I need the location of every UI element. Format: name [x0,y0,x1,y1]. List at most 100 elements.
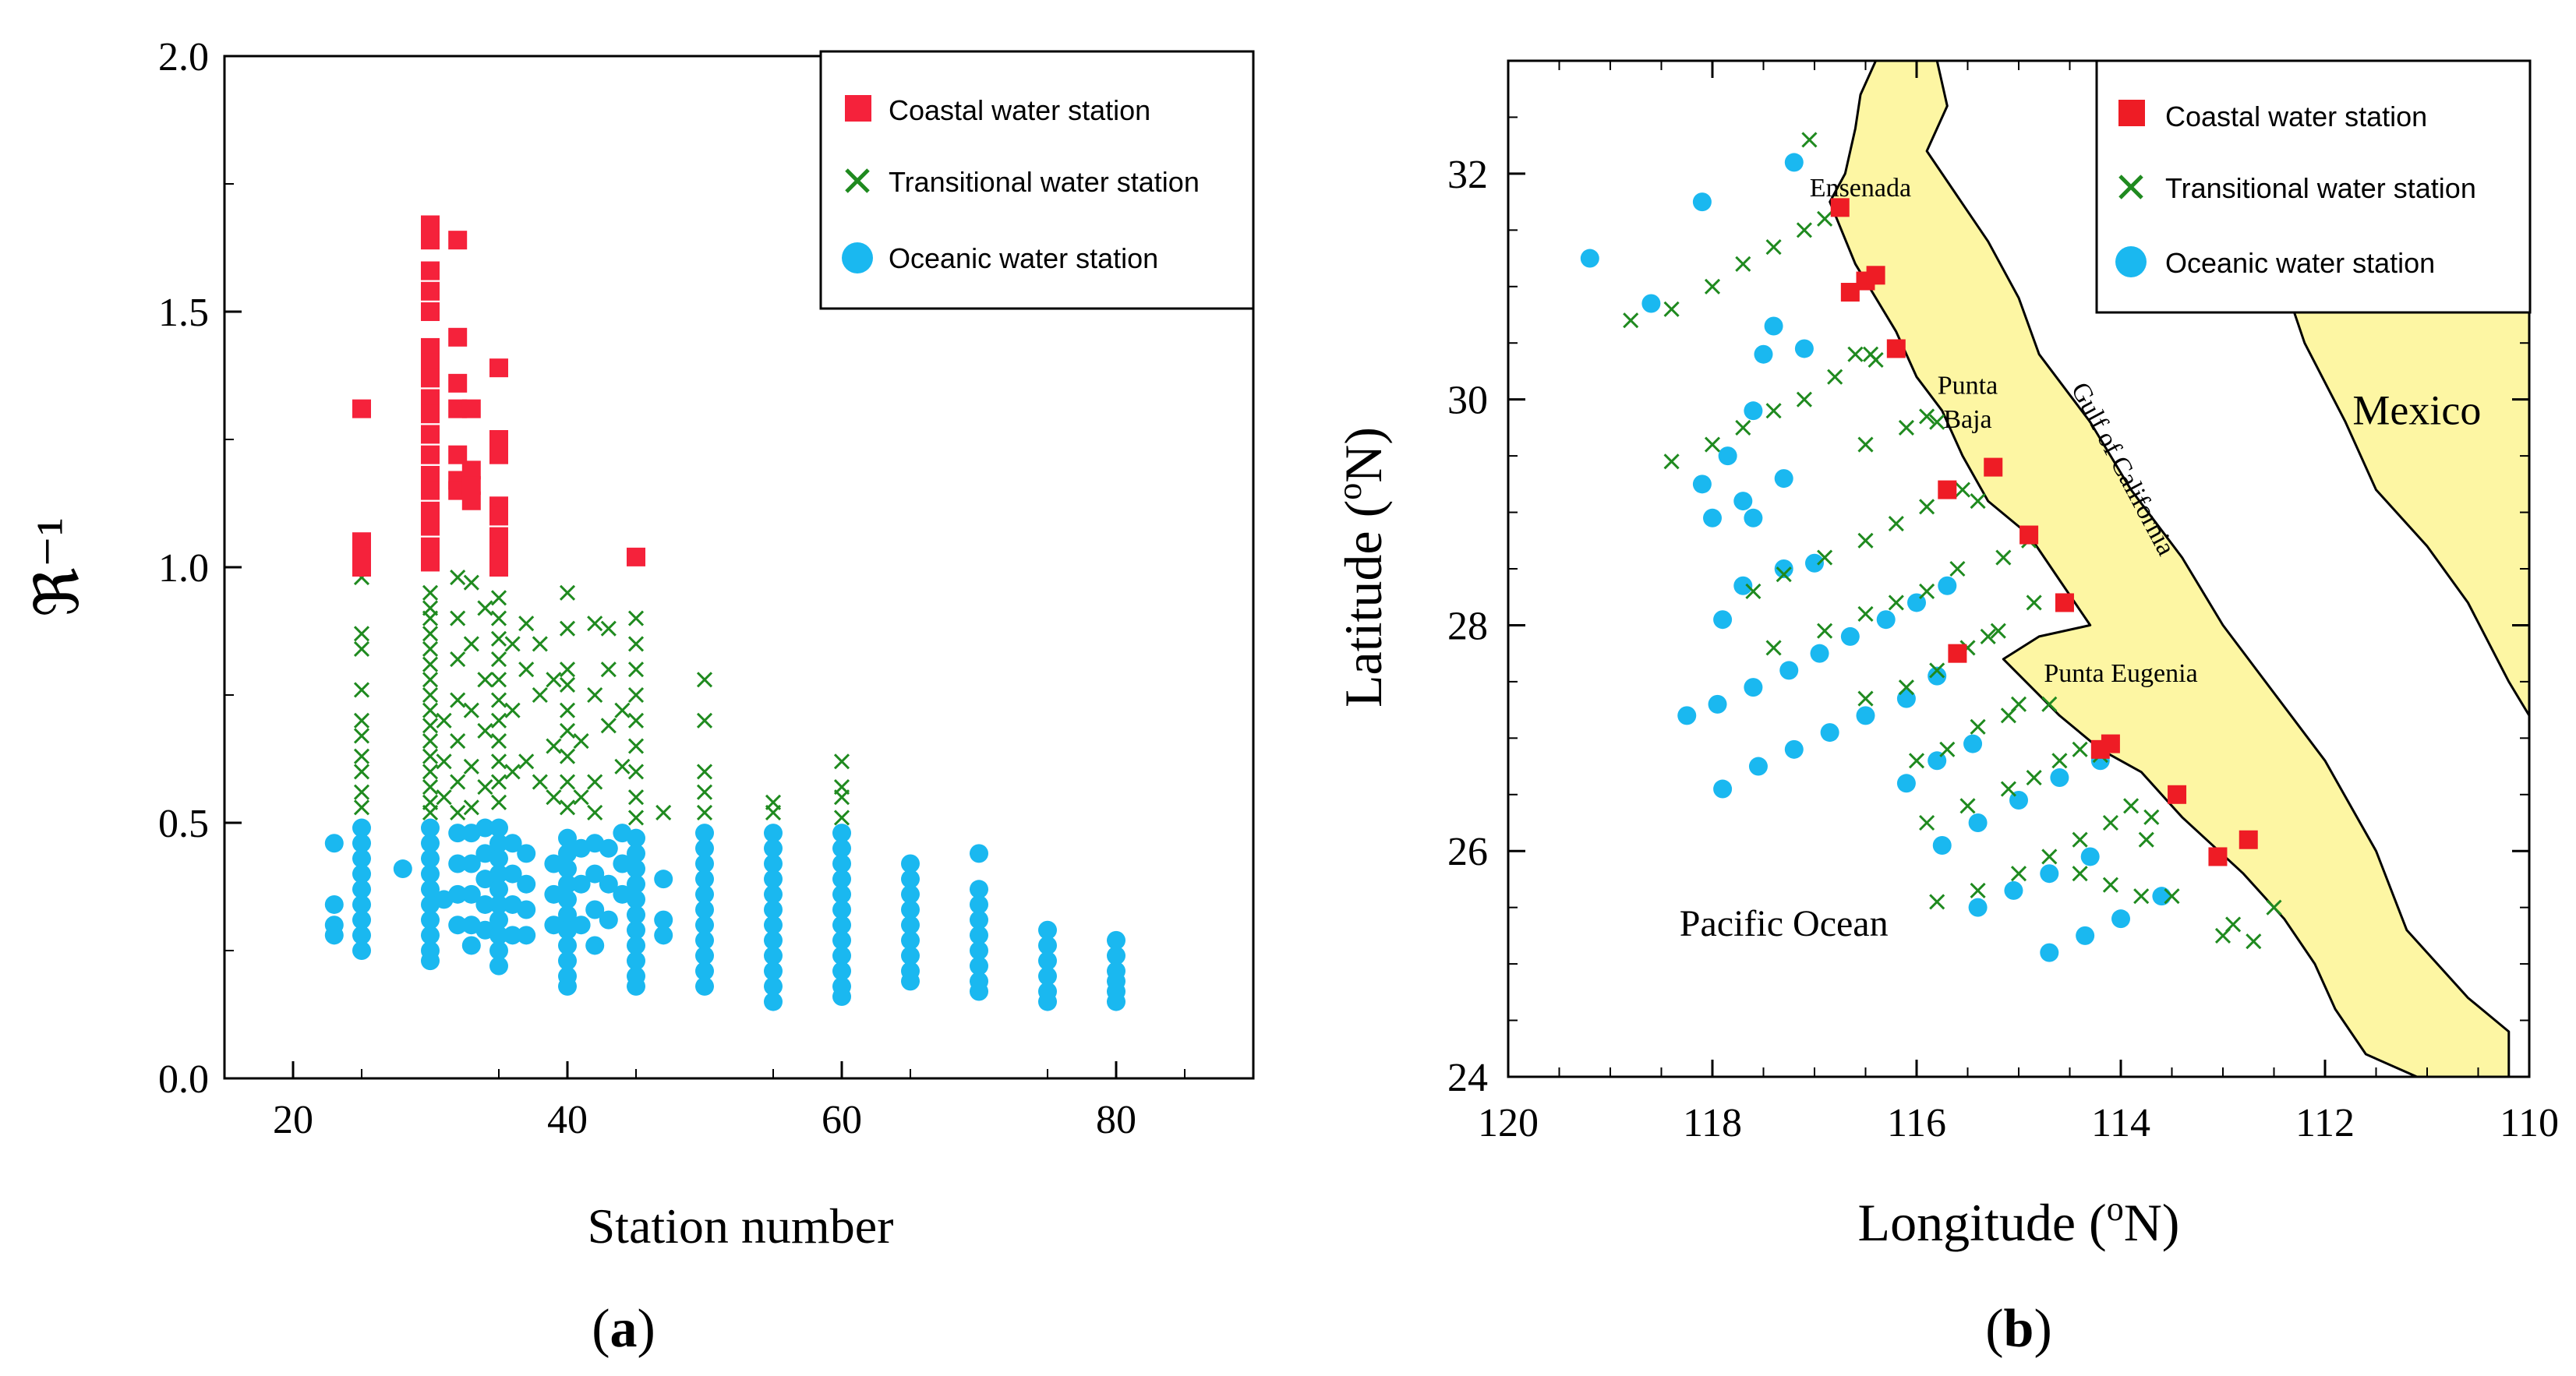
data-point-oceanic [832,987,851,1007]
station-coastal [1948,644,1967,663]
data-point-transitional [627,764,645,780]
data-point-oceanic [558,936,577,955]
data-point-oceanic [585,936,605,955]
data-point-oceanic [1107,992,1125,1011]
data-point-oceanic [448,824,468,843]
data-point-transitional [559,799,576,816]
station-coastal [2019,525,2039,545]
data-point-transitional [422,626,439,642]
data-point-transitional [518,662,535,678]
station-transitional [1704,436,1721,453]
data-point-transitional [532,774,548,790]
station-transitional [1801,132,1818,148]
data-point-transitional [559,620,576,637]
y-tick-label: 1.5 [158,291,209,335]
data-point-oceanic [324,834,344,853]
legend-marker-coastal-map [2118,100,2145,126]
station-coastal [1984,457,2003,477]
station-oceanic [1968,898,1988,917]
station-transitional [2246,933,2262,950]
station-oceanic [1713,779,1733,799]
data-point-oceanic [764,961,783,981]
data-point-transitional [504,764,521,780]
data-point-transitional [477,672,493,688]
data-point-transitional [696,804,713,820]
station-oceanic [1703,508,1722,527]
station-coastal [2239,830,2258,849]
station-oceanic [1692,192,1712,212]
data-point-transitional [559,702,576,718]
station-oceanic [1963,734,1983,753]
station-transitional [1776,566,1792,583]
place-label: Mexico [2352,387,2481,434]
data-point-oceanic [599,838,618,858]
data-point-oceanic [489,894,508,914]
station-transitional [1847,346,1864,362]
data-point-transitional [463,799,479,816]
station-coastal [1866,266,1885,285]
data-point-transitional [463,758,479,774]
data-point-oceanic [421,880,440,899]
station-oceanic [1932,835,1952,855]
data-point-oceanic [654,926,673,945]
station-transitional [2041,696,2058,712]
data-point-oceanic [654,870,673,889]
station-transitional [1908,753,1925,769]
data-point-oceanic [324,926,344,945]
data-point-oceanic [1038,966,1057,986]
station-oceanic [1774,559,1793,578]
data-point-oceanic [461,854,481,873]
data-point-transitional [696,764,713,780]
data-point-oceanic [461,884,481,904]
panel-a-legend-box [819,50,1255,310]
data-point-oceanic [832,838,851,858]
station-transitional [1990,623,2006,639]
station-transitional [2164,888,2180,905]
map-x-tick-label: 112 [2295,1101,2355,1145]
data-point-oceanic [695,976,714,996]
station-oceanic [1744,401,1763,421]
station-transitional [2102,877,2118,893]
data-point-oceanic [970,926,988,945]
data-point-oceanic [489,956,508,976]
data-point-oceanic [970,941,988,960]
data-point-oceanic [503,926,522,945]
data-point-transitional [600,662,617,678]
data-point-transitional [422,748,439,764]
station-transitional [1857,605,1874,623]
panel-b-ticks: 120 118 116 114 112 110 24 26 28 30 32 [1447,61,2559,1145]
data-point-coastal [421,425,440,444]
data-point-transitional [518,753,535,770]
data-point-transitional [546,789,562,806]
place-label: Punta Eugenia [2044,659,2197,688]
data-point-transitional [353,748,370,764]
station-transitional [1919,583,1935,600]
station-oceanic [2111,909,2130,929]
panel-a-scatter-points [324,215,1125,1011]
station-transitional [2133,888,2150,905]
data-point-transitional [436,712,452,729]
data-point-coastal [352,558,371,577]
data-point-transitional [450,610,466,626]
data-point-coastal [421,369,440,388]
data-point-oceanic [585,864,605,884]
station-oceanic [1708,694,1727,714]
station-transitional [1919,814,1935,831]
station-oceanic [1784,153,1804,172]
data-point-oceanic [695,884,714,904]
data-point-transitional [422,584,439,601]
station-oceanic [1713,610,1733,630]
data-point-transitional [353,784,370,800]
data-point-oceanic [421,910,440,930]
data-point-oceanic [475,818,495,838]
data-point-transitional [833,810,850,826]
data-point-oceanic [764,976,783,996]
data-point-transitional [450,732,466,750]
station-transitional [1796,222,1812,238]
station-oceanic [2050,768,2069,788]
data-point-transitional [614,758,631,774]
station-transitional [1735,256,1751,272]
data-point-transitional [353,626,370,642]
data-point-coastal [421,231,440,250]
station-oceanic [1677,706,1697,725]
